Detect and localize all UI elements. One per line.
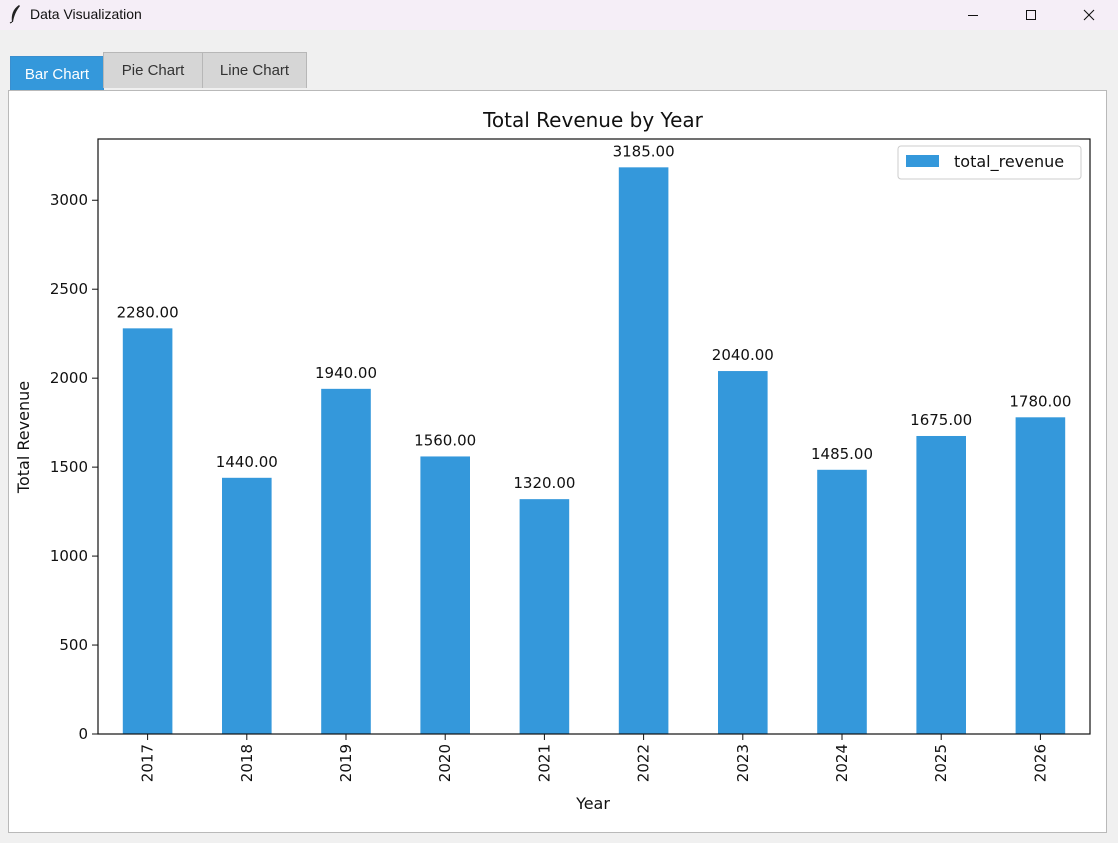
data-label: 1940.00 <box>315 364 377 382</box>
x-tick-label: 2021 <box>535 744 553 782</box>
legend-box <box>897 145 1082 180</box>
y-tick-label: 1000 <box>50 547 88 565</box>
bar-2025 <box>916 435 966 734</box>
y-tick-label: 1500 <box>50 458 88 476</box>
notebook: Bar Chart Pie Chart Line Chart Total Rev… <box>8 42 1107 835</box>
x-tick-label: 2022 <box>635 744 653 782</box>
data-label: 1560.00 <box>414 431 476 449</box>
bar-2018 <box>222 477 272 734</box>
maximize-icon <box>1026 10 1036 20</box>
maximize-button[interactable] <box>1002 0 1060 30</box>
data-label: 2280.00 <box>117 303 179 321</box>
x-tick-label: 2025 <box>932 744 950 782</box>
bar-2019 <box>321 388 371 734</box>
bar-2023 <box>718 371 768 734</box>
minimize-icon <box>968 15 978 16</box>
x-tick-label: 2018 <box>238 744 256 782</box>
y-tick-label: 500 <box>59 636 88 654</box>
plot-frame <box>97 138 1091 735</box>
bar-chart: Total Revenue by Year Year Total Revenue… <box>14 108 1091 813</box>
bar-2021 <box>519 499 570 734</box>
legend-label: total_revenue <box>954 152 1064 172</box>
plot-area: 0 500 1000 1500 2000 2500 3000 2280.00 2017 1440.… <box>50 142 1072 782</box>
bar-2020 <box>420 456 470 734</box>
data-label: 1675.00 <box>910 411 972 429</box>
x-tick-label: 2026 <box>1031 744 1049 782</box>
x-tick-label: 2019 <box>337 744 355 782</box>
y-tick-label: 0 <box>78 725 88 743</box>
data-label: 1780.00 <box>1009 392 1071 410</box>
y-tick-label: 3000 <box>50 191 88 209</box>
window-title: Data Visualization <box>30 6 142 22</box>
y-tick-label: 2500 <box>50 280 88 298</box>
bar-2024 <box>817 469 867 734</box>
bar-2017 <box>122 328 173 734</box>
chart-panel: Total Revenue by Year Year Total Revenue… <box>8 90 1107 833</box>
window-titlebar: Data Visualization <box>0 0 1118 30</box>
feather-icon <box>9 5 20 24</box>
data-label: 1485.00 <box>811 445 873 463</box>
close-button[interactable] <box>1060 0 1118 30</box>
legend: total_revenue <box>897 145 1082 180</box>
close-icon <box>1083 9 1095 21</box>
bar-2022 <box>618 167 669 734</box>
bar-2026 <box>1015 417 1066 734</box>
data-label: 1440.00 <box>216 453 278 471</box>
tab-line-chart[interactable]: Line Chart <box>202 52 307 88</box>
y-axis-label: Total Revenue <box>14 381 33 494</box>
x-axis-label: Year <box>575 794 610 813</box>
data-label: 2040.00 <box>712 346 774 364</box>
x-tick-label: 2020 <box>436 744 454 782</box>
data-label: 1320.00 <box>513 474 575 492</box>
x-tick-label: 2024 <box>833 744 851 782</box>
chart-title: Total Revenue by Year <box>482 108 704 132</box>
y-tick-label: 2000 <box>50 369 88 387</box>
x-tick-label: 2017 <box>139 744 157 782</box>
x-tick-label: 2023 <box>734 744 752 782</box>
legend-swatch <box>906 155 939 167</box>
tab-bar-chart[interactable]: Bar Chart <box>10 56 104 91</box>
minimize-button[interactable] <box>944 0 1002 30</box>
tab-pie-chart[interactable]: Pie Chart <box>103 52 203 88</box>
data-label: 3185.00 <box>613 142 675 160</box>
